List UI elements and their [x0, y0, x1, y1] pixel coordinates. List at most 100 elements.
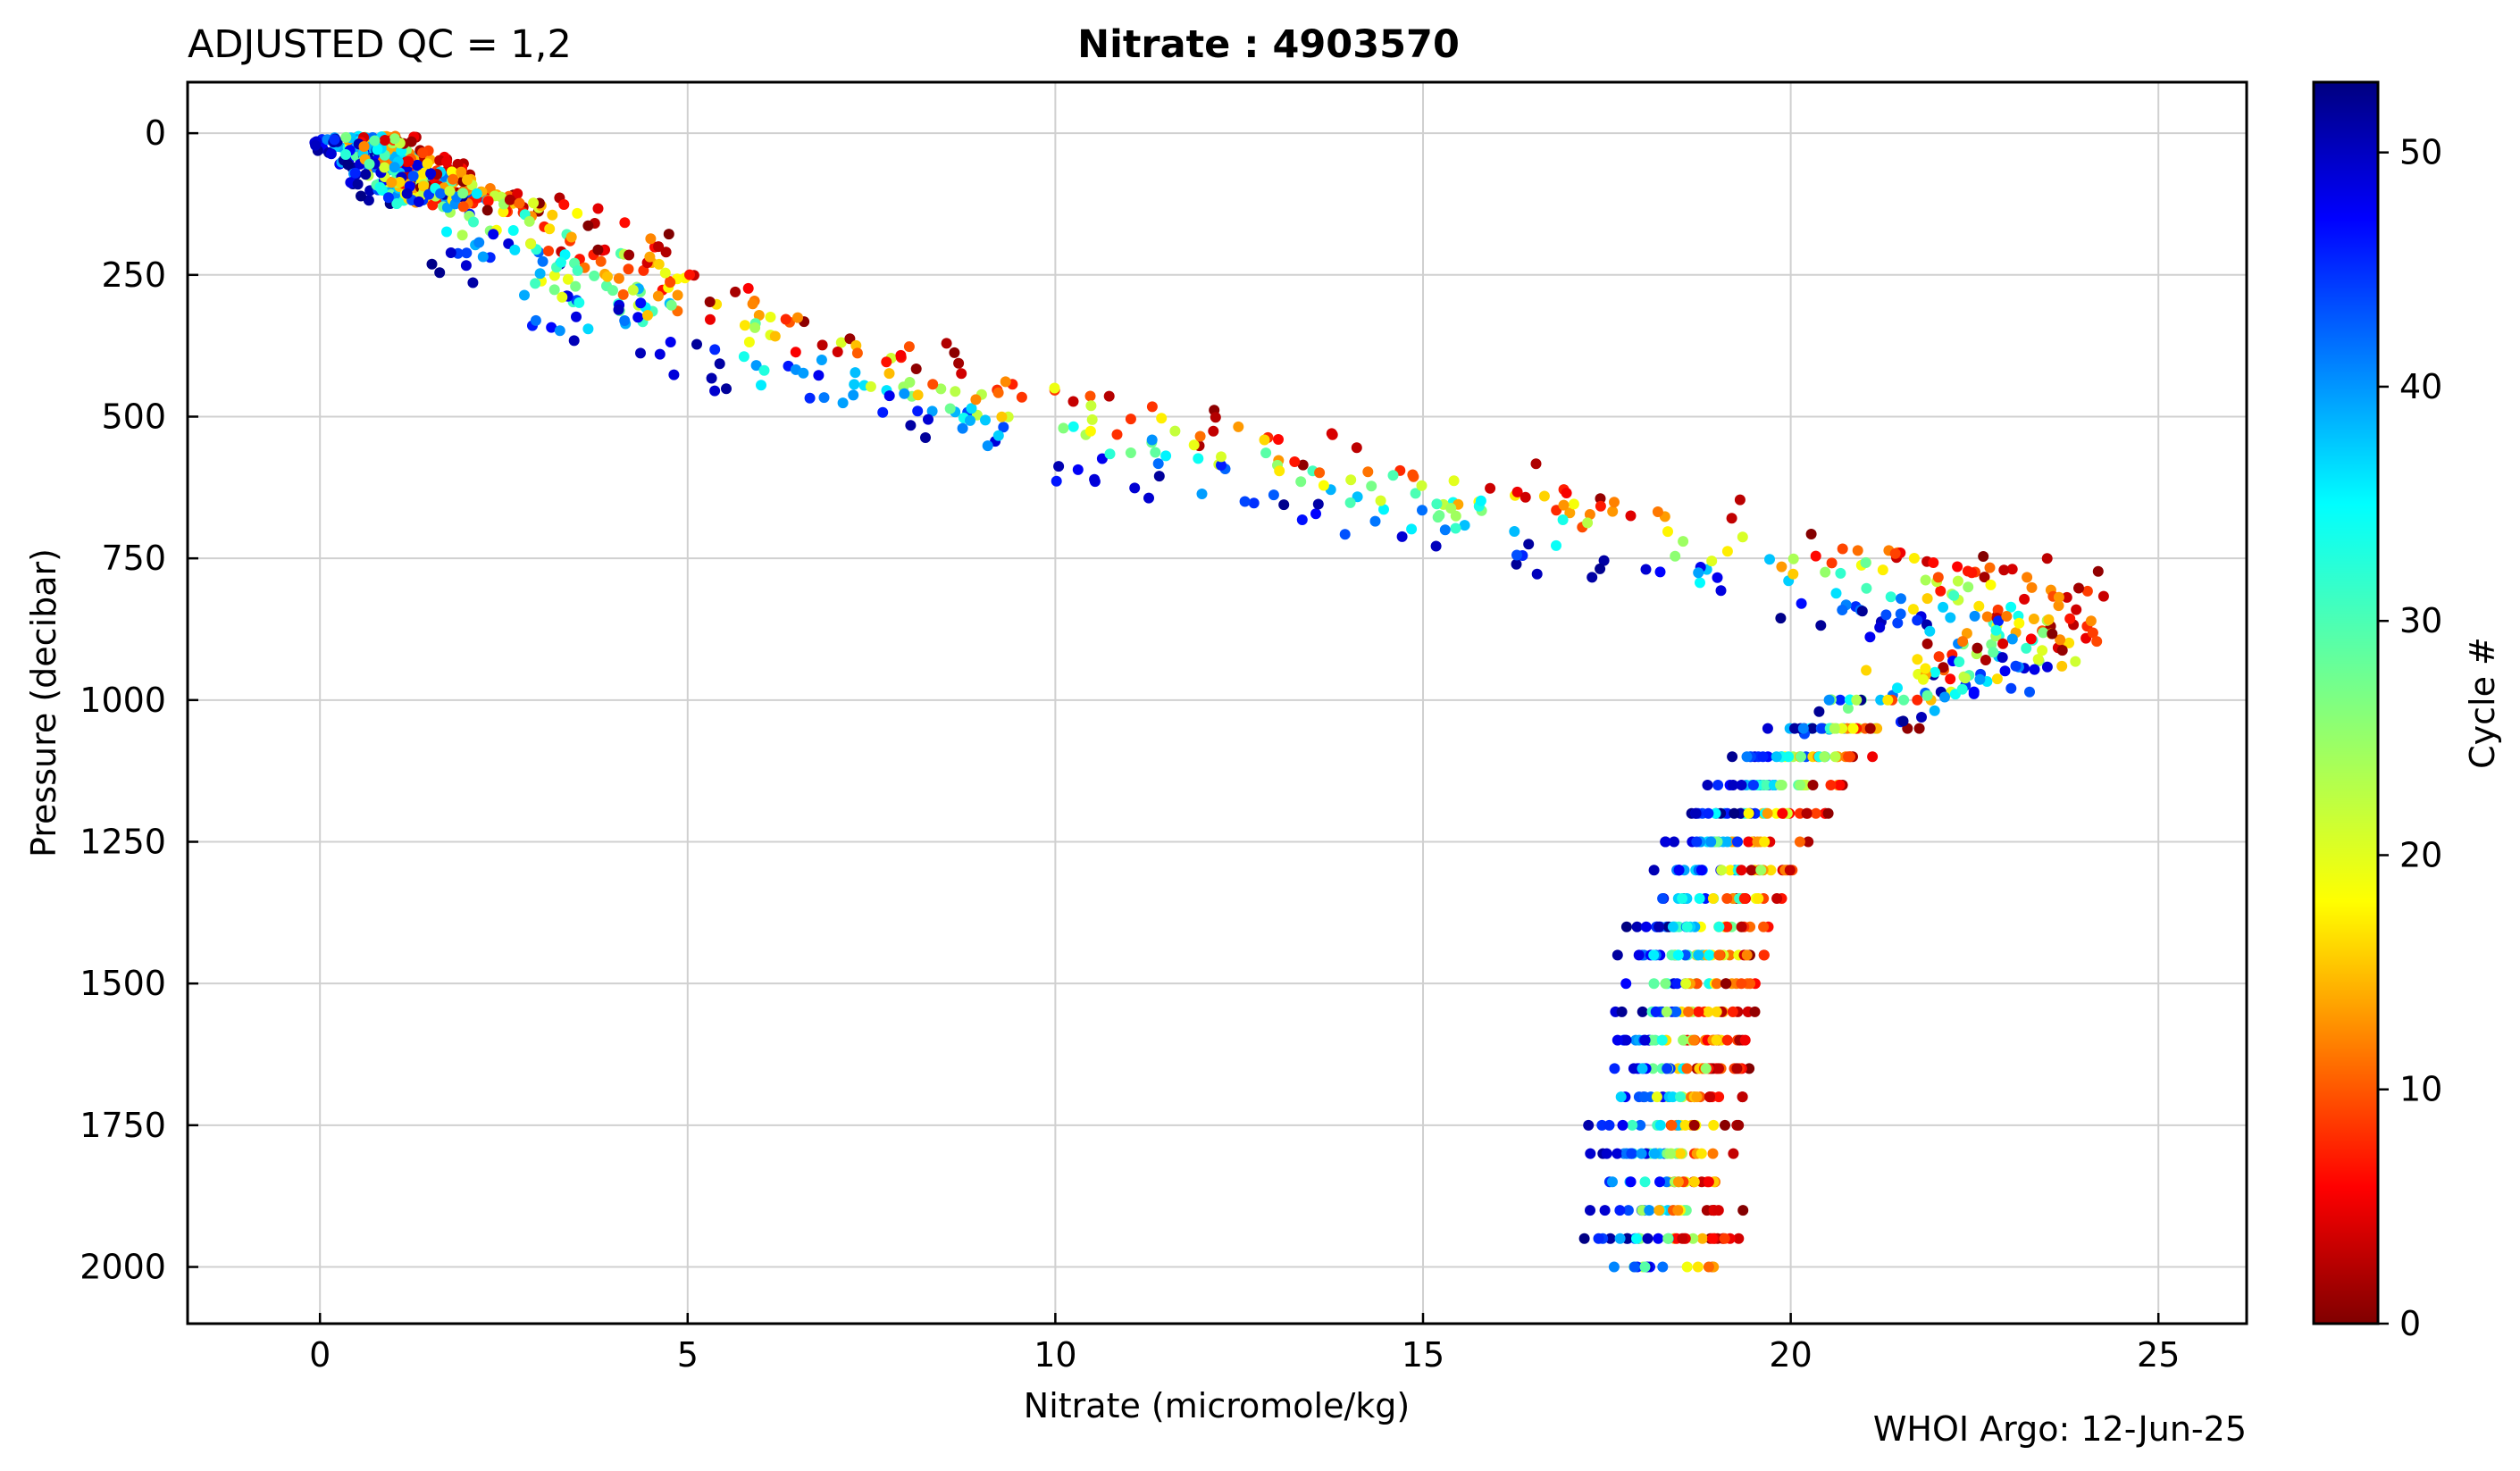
- scatter-point: [1672, 1176, 1684, 1188]
- scatter-point: [1196, 489, 1208, 499]
- scatter-point: [1538, 490, 1550, 502]
- scatter-point: [1085, 400, 1097, 412]
- chart-title: Nitrate : 4903570: [1077, 22, 1460, 67]
- scatter-point: [2021, 642, 2032, 654]
- scatter-point: [1622, 1205, 1634, 1216]
- scatter-point: [1829, 751, 1841, 763]
- scatter-point: [804, 392, 816, 404]
- scatter-point: [1339, 529, 1351, 540]
- scatter-point: [1558, 499, 1570, 511]
- scatter-point: [1794, 836, 1805, 848]
- scatter-points: [309, 130, 2109, 1273]
- scatter-point: [709, 385, 721, 397]
- scatter-point: [557, 291, 568, 303]
- scatter-point: [1973, 600, 1985, 612]
- scatter-point: [1626, 1148, 1637, 1159]
- scatter-point: [792, 312, 803, 323]
- scatter-point: [1957, 636, 1969, 648]
- scatter-point: [1593, 1233, 1604, 1244]
- scatter-point: [1681, 1063, 1693, 1074]
- scatter-point: [1595, 500, 1606, 512]
- scatter-point: [1864, 723, 1876, 734]
- scatter-point: [1716, 865, 1728, 876]
- scatter-point: [1648, 865, 1660, 876]
- scatter-point: [462, 174, 473, 186]
- scatter-point: [912, 389, 924, 401]
- scatter-point: [519, 289, 530, 301]
- scatter-point: [1999, 665, 2011, 677]
- scatter-point: [372, 144, 383, 155]
- scatter-point: [1688, 1176, 1700, 1188]
- scatter-point: [1945, 673, 1956, 685]
- x-tick-label: 15: [1402, 1335, 1444, 1375]
- scatter-point: [1707, 1148, 1719, 1159]
- scatter-point: [1695, 577, 1705, 589]
- scatter-point: [1639, 1176, 1651, 1188]
- grid-lines: [188, 82, 2247, 1324]
- scatter-point: [1670, 1006, 1682, 1017]
- colorbar-tick-label: 20: [2399, 835, 2442, 874]
- scatter-point: [441, 156, 452, 168]
- scatter-point: [881, 356, 892, 368]
- scatter-point: [389, 162, 400, 173]
- scatter-point: [386, 177, 398, 188]
- scatter-point: [1784, 865, 1796, 876]
- scatter-point: [457, 188, 469, 199]
- scatter-point: [1631, 921, 1643, 932]
- scatter-point: [665, 337, 676, 347]
- scatter-point: [444, 186, 456, 196]
- scatter-point: [1601, 1148, 1612, 1159]
- scatter-point: [883, 390, 895, 402]
- scatter-point: [1713, 1091, 1725, 1103]
- scatter-point: [544, 223, 556, 235]
- scatter-point: [1938, 601, 1949, 613]
- scatter-point: [905, 420, 917, 431]
- scatter-point: [691, 338, 702, 350]
- scatter-point: [482, 196, 494, 207]
- scatter-point: [1898, 694, 1910, 706]
- scatter-point: [1448, 475, 1460, 487]
- scatter-point: [562, 273, 573, 285]
- scatter-point: [1129, 482, 1141, 494]
- scatter-point: [1725, 865, 1736, 876]
- scatter-point: [1874, 622, 1886, 633]
- scatter-point: [1596, 1119, 1608, 1131]
- scatter-point: [1993, 615, 2004, 627]
- scatter-point: [627, 284, 639, 296]
- scatter-point: [2010, 660, 2022, 672]
- scatter-point: [1741, 949, 1753, 961]
- scatter-point: [1842, 703, 1854, 714]
- scatter-point: [1615, 1091, 1627, 1103]
- scatter-point: [2047, 628, 2058, 639]
- scatter-point: [418, 180, 429, 192]
- scatter-point: [1677, 893, 1688, 904]
- scatter-point: [1797, 723, 1809, 734]
- scatter-point: [996, 411, 1008, 422]
- y-tick-label: 750: [101, 539, 166, 578]
- scatter-point: [1720, 978, 1731, 990]
- scatter-point: [471, 188, 482, 199]
- scatter-point: [1755, 865, 1767, 876]
- scatter-point: [1670, 550, 1681, 562]
- scatter-point: [1150, 447, 1161, 458]
- scatter-point: [1688, 1119, 1700, 1131]
- scatter-point: [1700, 1063, 1712, 1074]
- scatter-point: [379, 162, 390, 173]
- scatter-point: [602, 271, 613, 282]
- scatter-point: [1932, 572, 1944, 583]
- scatter-point: [1776, 561, 1787, 573]
- scatter-point: [1084, 390, 1096, 402]
- scatter-point: [1607, 506, 1619, 517]
- scatter-point: [528, 197, 540, 209]
- scatter-point: [1671, 978, 1683, 990]
- scatter-point: [1625, 510, 1637, 522]
- scatter-point: [1511, 486, 1523, 497]
- scatter-point: [1733, 1233, 1745, 1244]
- scatter-point: [389, 133, 400, 145]
- scatter-point: [1143, 492, 1154, 504]
- scatter-point: [340, 131, 352, 143]
- colorbar-tick-label: 40: [2399, 367, 2442, 406]
- scatter-point: [1916, 712, 1927, 723]
- scatter-point: [1978, 551, 1989, 562]
- scatter-point: [1268, 489, 1279, 501]
